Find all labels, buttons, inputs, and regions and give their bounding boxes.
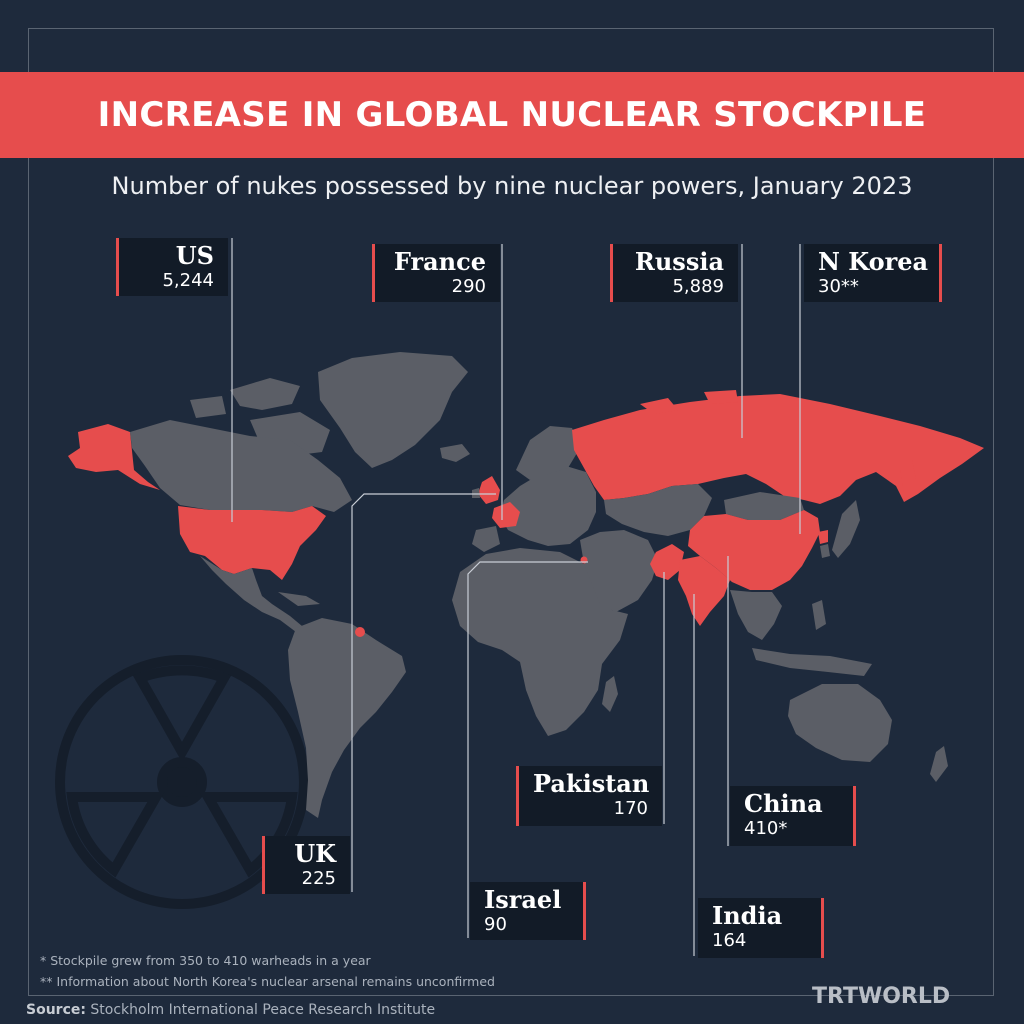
connector-lines (231, 238, 801, 956)
scandinavia (516, 426, 580, 480)
label-israel: Israel 90 (470, 882, 586, 940)
label-india: India 164 (698, 898, 824, 958)
mongolia (724, 492, 804, 520)
label-france: France 290 (372, 244, 500, 302)
canada (130, 420, 352, 512)
country-value: 30** (818, 276, 859, 297)
label-china: China 410* (730, 786, 856, 846)
country-name: France (393, 247, 486, 276)
europe (500, 466, 596, 546)
country-name: UK (294, 839, 336, 868)
china (688, 510, 820, 590)
country-value: 90 (484, 914, 507, 935)
mexico-central-america (200, 556, 302, 632)
philippines (812, 600, 826, 630)
iberia (472, 526, 500, 552)
label-pakistan: Pakistan 170 (516, 766, 662, 826)
russian-arctic-islands (640, 390, 738, 414)
country-name: India (712, 901, 783, 930)
country-value: 5,889 (672, 276, 724, 297)
indonesia (752, 648, 872, 676)
country-name: N Korea (818, 247, 929, 276)
alaska (68, 424, 160, 490)
india (678, 556, 730, 626)
source-text: Stockholm International Peace Research I… (90, 1002, 436, 1018)
label-us: US 5,244 (116, 238, 228, 296)
country-name: Pakistan (533, 769, 650, 798)
title-banner (0, 72, 1024, 158)
south-america (288, 618, 406, 818)
source-label: Source: (26, 1002, 86, 1018)
arctic-islands (190, 378, 330, 456)
united-states (178, 506, 326, 580)
footnote-north-korea: ** Information about North Korea's nucle… (40, 974, 495, 989)
africa (452, 548, 628, 736)
page-subtitle: Number of nukes possessed by nine nuclea… (111, 172, 913, 200)
united-kingdom (478, 476, 500, 504)
madagascar (602, 676, 618, 712)
country-value: 290 (451, 276, 486, 297)
north-korea (818, 530, 828, 544)
label-russia: Russia 5,889 (610, 244, 738, 302)
brand-logo: TRTWORLD (812, 984, 951, 1009)
kamchatka (900, 460, 916, 496)
country-name: China (744, 789, 823, 818)
source-line: Source: Stockholm International Peace Re… (26, 1002, 435, 1018)
south-korea (820, 544, 830, 558)
country-value: 410* (744, 818, 788, 839)
radiation-icon (55, 655, 309, 909)
label-uk: UK 225 (262, 836, 350, 894)
greenland (318, 352, 468, 468)
country-value: 5,244 (162, 270, 214, 291)
iceland (440, 444, 470, 462)
japan (832, 500, 860, 558)
label-north-korea: N Korea 30** (804, 244, 942, 302)
middle-east (580, 530, 658, 612)
southeast-asia (730, 590, 782, 640)
page-title: INCREASE IN GLOBAL NUCLEAR STOCKPILE (97, 95, 927, 135)
country-value: 164 (712, 930, 747, 951)
new-zealand (930, 746, 948, 782)
country-name: US (175, 241, 214, 270)
caribbean (278, 592, 320, 606)
central-asia (604, 484, 712, 536)
french-guiana (355, 627, 365, 637)
country-name: Russia (634, 247, 724, 276)
pakistan (650, 544, 684, 580)
footnote-china: * Stockpile grew from 350 to 410 warhead… (40, 953, 371, 968)
footnotes: * Stockpile grew from 350 to 410 warhead… (40, 950, 495, 992)
country-name: Israel (484, 885, 562, 914)
france (492, 502, 520, 528)
australia (788, 684, 892, 762)
country-value: 170 (613, 798, 648, 819)
russia (572, 394, 984, 504)
ireland (472, 488, 480, 498)
country-value: 225 (301, 868, 336, 889)
frame-border (28, 28, 994, 996)
